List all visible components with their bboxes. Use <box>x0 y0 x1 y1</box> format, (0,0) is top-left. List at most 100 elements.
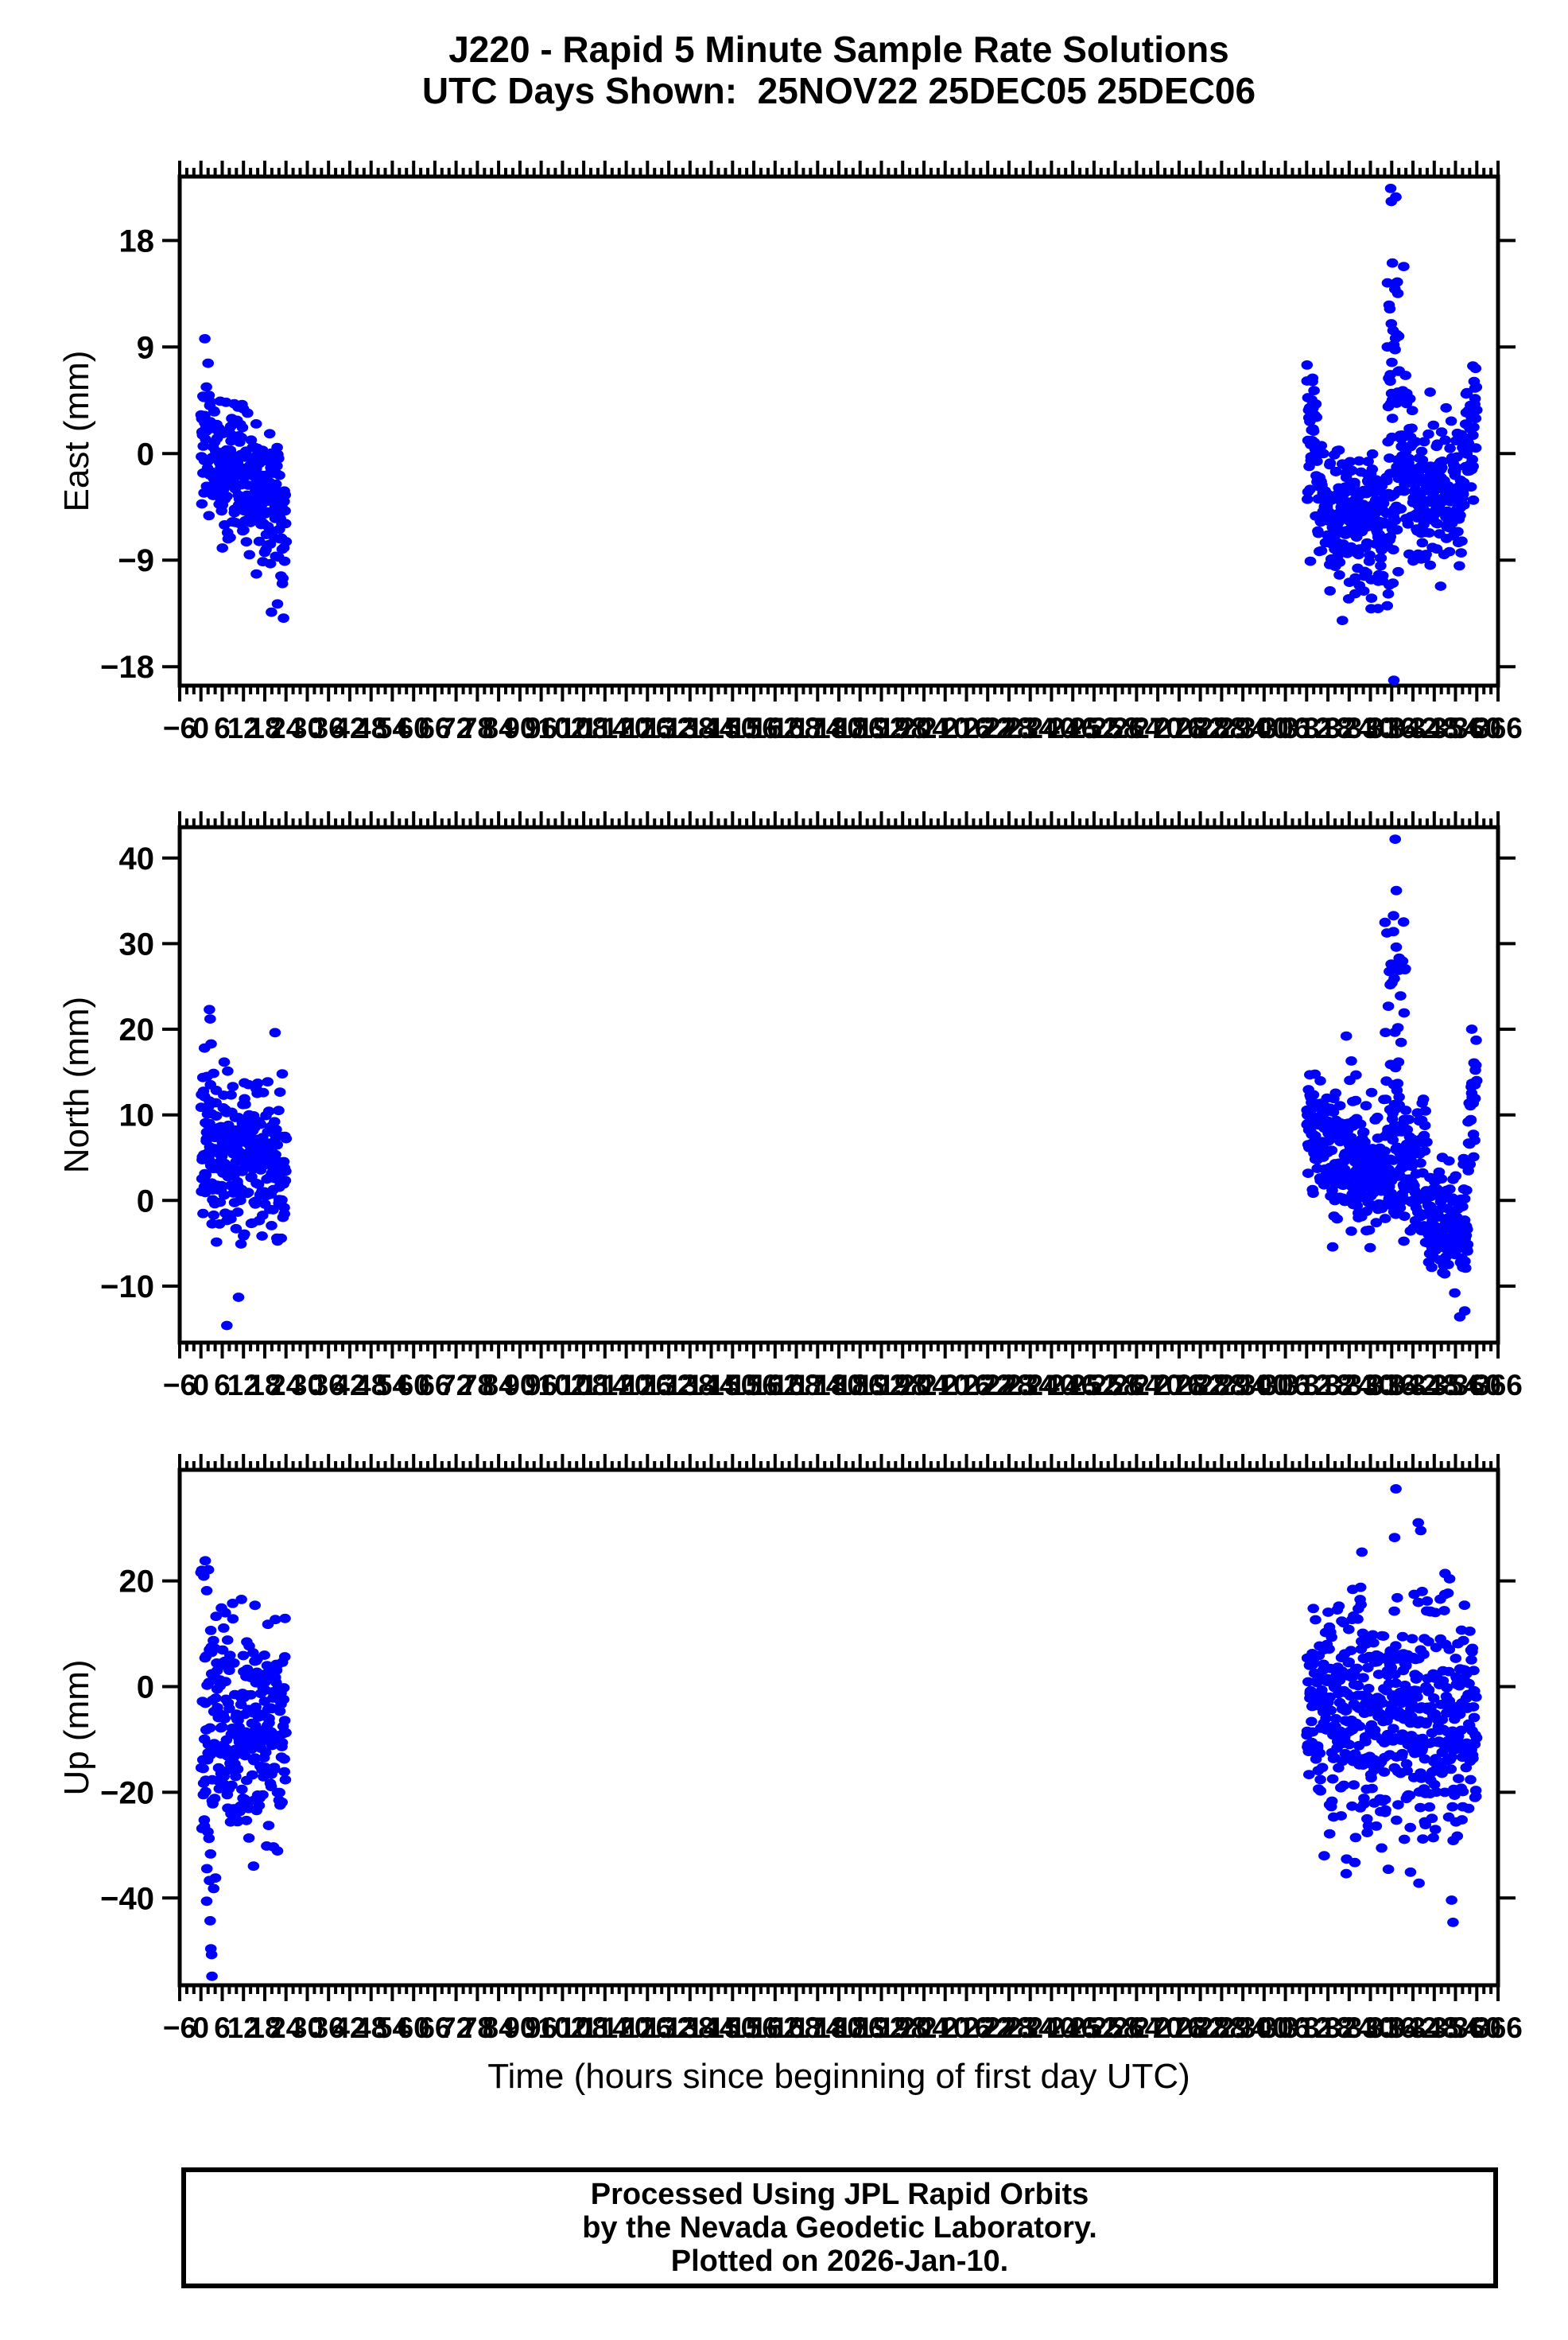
north-axis-title: North (mm) <box>57 996 96 1174</box>
svg-text:174: 174 <box>793 2012 842 2044</box>
svg-text:216: 216 <box>942 2012 992 2044</box>
svg-text:252: 252 <box>1069 712 1119 744</box>
svg-text:330: 330 <box>1346 712 1395 744</box>
footer-line-1: Processed Using JPL Rapid Orbits <box>590 2178 1089 2211</box>
svg-text:78: 78 <box>461 2012 494 2044</box>
svg-text:6: 6 <box>214 1369 231 1401</box>
scatter-points <box>195 834 1483 1331</box>
footer-line-2: by the Nevada Geodetic Laboratory. <box>582 2211 1097 2245</box>
svg-text:366: 366 <box>1473 1369 1523 1401</box>
svg-text:48: 48 <box>355 712 387 744</box>
svg-text:294: 294 <box>1218 712 1267 744</box>
svg-text:270: 270 <box>1133 1369 1182 1401</box>
svg-text:186: 186 <box>836 2012 885 2044</box>
svg-text:0: 0 <box>192 712 209 744</box>
svg-text:108: 108 <box>559 1369 608 1401</box>
svg-text:282: 282 <box>1176 712 1225 744</box>
svg-text:366: 366 <box>1473 712 1523 744</box>
svg-text:54: 54 <box>376 2012 409 2044</box>
svg-text:12: 12 <box>227 712 260 744</box>
svg-text:150: 150 <box>708 1369 757 1401</box>
svg-text:234: 234 <box>1006 2012 1055 2044</box>
svg-text:198: 198 <box>878 1369 927 1401</box>
svg-text:168: 168 <box>772 712 821 744</box>
svg-text:252: 252 <box>1069 2012 1119 2044</box>
svg-text:318: 318 <box>1303 2012 1353 2044</box>
svg-text:360: 360 <box>1452 2012 1501 2044</box>
east-axis-title: East (mm) <box>57 350 96 512</box>
svg-text:258: 258 <box>1091 2012 1140 2044</box>
svg-text:0: 0 <box>137 1184 154 1219</box>
svg-text:0: 0 <box>192 2012 209 2044</box>
svg-text:312: 312 <box>1282 2012 1331 2044</box>
svg-text:342: 342 <box>1388 2012 1438 2044</box>
svg-text:288: 288 <box>1197 2012 1247 2044</box>
svg-text:132: 132 <box>644 2012 693 2044</box>
svg-text:348: 348 <box>1410 712 1459 744</box>
svg-text:228: 228 <box>984 2012 1034 2044</box>
svg-text:204: 204 <box>899 1369 949 1401</box>
svg-text:192: 192 <box>857 1369 906 1401</box>
svg-text:18: 18 <box>248 712 281 744</box>
svg-text:276: 276 <box>1155 712 1204 744</box>
svg-text:162: 162 <box>751 712 800 744</box>
x-ticks <box>178 161 1500 702</box>
svg-text:306: 306 <box>1261 2012 1310 2044</box>
plot-frame <box>177 1467 1500 1988</box>
svg-text:90: 90 <box>503 1369 536 1401</box>
svg-text:348: 348 <box>1410 2012 1459 2044</box>
svg-text:228: 228 <box>984 1369 1034 1401</box>
svg-text:234: 234 <box>1006 1369 1055 1401</box>
svg-text:222: 222 <box>963 712 1012 744</box>
svg-text:150: 150 <box>708 712 757 744</box>
svg-text:186: 186 <box>836 1369 885 1401</box>
svg-text:336: 336 <box>1367 2012 1416 2044</box>
svg-text:60: 60 <box>398 1369 430 1401</box>
svg-text:192: 192 <box>857 712 906 744</box>
plot-frame <box>177 825 1500 1345</box>
scatter-points <box>195 184 1483 686</box>
svg-text:36: 36 <box>312 2012 345 2044</box>
svg-text:126: 126 <box>623 2012 672 2044</box>
svg-text:264: 264 <box>1112 2012 1162 2044</box>
svg-text:156: 156 <box>729 712 778 744</box>
svg-text:342: 342 <box>1388 1369 1438 1401</box>
svg-text:78: 78 <box>461 1369 494 1401</box>
svg-text:30: 30 <box>291 1369 324 1401</box>
svg-text:336: 336 <box>1367 712 1416 744</box>
svg-text:342: 342 <box>1388 712 1438 744</box>
svg-text:18: 18 <box>119 224 155 258</box>
svg-text:264: 264 <box>1112 712 1162 744</box>
svg-text:276: 276 <box>1155 2012 1204 2044</box>
svg-text:102: 102 <box>538 2012 588 2044</box>
svg-text:306: 306 <box>1261 712 1310 744</box>
svg-text:174: 174 <box>793 712 842 744</box>
svg-text:282: 282 <box>1176 2012 1225 2044</box>
svg-text:96: 96 <box>525 1369 557 1401</box>
svg-text:90: 90 <box>503 2012 536 2044</box>
svg-text:294: 294 <box>1218 2012 1267 2044</box>
svg-text:−40: −40 <box>100 1881 154 1916</box>
svg-text:300: 300 <box>1240 2012 1289 2044</box>
svg-text:312: 312 <box>1282 712 1331 744</box>
svg-text:114: 114 <box>581 2012 629 2044</box>
svg-text:318: 318 <box>1303 1369 1353 1401</box>
svg-text:240: 240 <box>1027 1369 1077 1401</box>
svg-text:258: 258 <box>1091 1369 1140 1401</box>
svg-text:276: 276 <box>1155 1369 1204 1401</box>
svg-text:66: 66 <box>418 2012 451 2044</box>
y-tick-labels: −18 −9 0 9 18 <box>100 224 154 685</box>
svg-text:18: 18 <box>248 1369 281 1401</box>
svg-text:60: 60 <box>398 2012 430 2044</box>
svg-text:42: 42 <box>333 2012 366 2044</box>
svg-text:354: 354 <box>1431 1369 1481 1401</box>
svg-text:210: 210 <box>921 1369 970 1401</box>
svg-text:330: 330 <box>1346 1369 1395 1401</box>
svg-text:10: 10 <box>119 1098 155 1133</box>
svg-text:0: 0 <box>192 1369 209 1401</box>
svg-text:144: 144 <box>687 712 736 744</box>
svg-text:−10: −10 <box>100 1269 154 1304</box>
svg-text:270: 270 <box>1133 712 1182 744</box>
svg-text:96: 96 <box>525 2012 557 2044</box>
